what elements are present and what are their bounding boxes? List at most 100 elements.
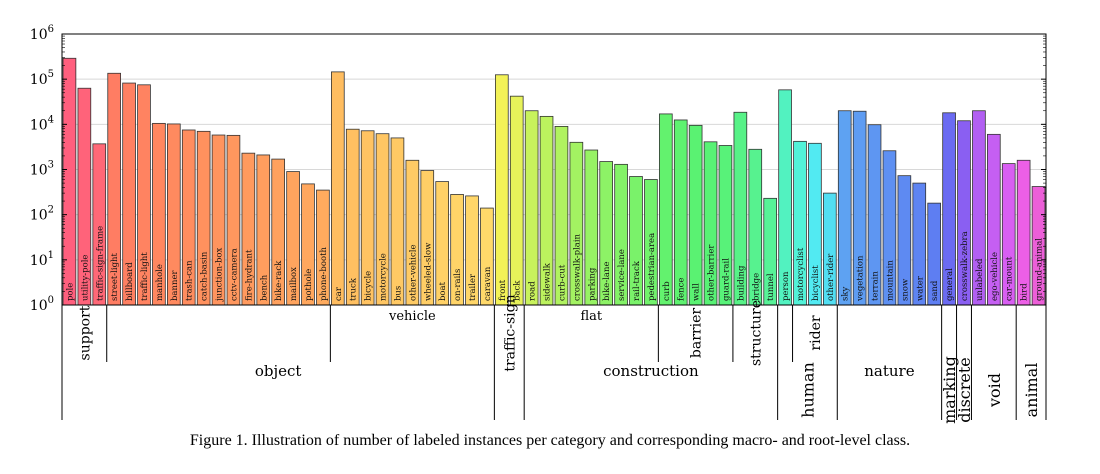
macro-group-label: traffic-sign [502,294,518,371]
root-group-label: human [798,362,817,418]
y-tick-label: 105 [30,69,54,88]
macro-group-label: structure [748,300,764,366]
bar-label: crosswalk-plain [572,233,582,301]
macro-group-label: barrier [689,308,705,358]
bar-label: fire-hydrant [244,249,254,301]
bar-label: traffic-sign-frame [95,226,105,301]
y-tick-label: 100 [30,295,54,314]
bar-wall [688,124,703,306]
root-group-label: object [255,362,302,380]
bar-label: manhole [155,264,165,301]
axes [61,33,1047,306]
macro-group-label: vehicle [388,309,436,324]
bar-car [331,71,345,306]
bar-label: mailbox [289,267,299,301]
plot-frame [61,33,1047,306]
bar-label: back [513,280,523,301]
bar-labels: pole utility-pole traffic-sign-frame street… [65,226,1044,302]
macro-group-label: rider [808,315,824,350]
group-brackets: support vehicle traffic-sign flat barrier str… [61,294,1047,424]
bar-label: car-mount [1005,256,1015,301]
bar-label: caravan [483,266,493,301]
bar-label: truck [349,277,359,301]
bar-label: pedestrian-area [647,233,657,301]
bar-front [495,74,509,306]
bar-label: billboard [125,262,135,301]
bar-label: banner [170,270,180,301]
bar-label: other-barrier [707,244,717,301]
bar-label: street-light [110,252,120,301]
bar-label: trailer [468,273,478,301]
bar-label: mountain [885,260,895,301]
bar-label: boat [438,281,448,301]
bar-label: bridge [751,273,761,301]
bar-label: bench [259,274,269,301]
y-tick-label: 102 [30,205,54,224]
bar-label: bus [393,286,403,301]
bar-label: other-vehicle [408,244,418,301]
bar-label: car [334,286,344,301]
root-group-label: marking [940,356,959,424]
bar-label: person [781,271,791,301]
bar-bird [1016,159,1031,306]
bar-label: front [498,279,508,301]
bar-label: road [528,281,538,301]
y-tick-label: 106 [30,24,54,43]
bar-label: sky [841,286,851,301]
bars [62,57,1046,306]
root-group-label: discrete [955,357,974,423]
bar-label: parking [587,267,597,301]
bar-label: terrain [871,271,881,301]
bar-label: fence [677,278,687,301]
bar-label: wheeled-slow [423,242,433,301]
bar-fence [673,119,688,306]
bar-label: ground-animal [1035,238,1045,301]
bar-curb [659,113,673,306]
bar-label: vegetation [856,255,866,302]
bar-label: junction-box [215,247,225,302]
bar-label: bicyclist [811,265,821,301]
bar-label: curb-cut [557,264,567,301]
bar-label: pole [65,283,75,301]
bar-label: general [945,268,955,301]
bar-label: water [915,275,925,301]
bar-label: bird [1020,283,1030,301]
bar-label: phone-booth [319,246,329,301]
bar-label: rail-track [632,260,642,301]
bar-label: catch-basin [200,251,210,301]
bar-back [509,95,524,306]
bar-label: bicycle [364,271,374,301]
bar-label: ego-vehicle [990,252,1000,301]
figure-caption: Figure 1. Illustration of number of labe… [189,432,911,449]
bar-chart: 100 101 102 103 104 105 106 pole utility-pole tr… [30,24,1047,424]
bar-label: pothole [304,269,314,301]
bar-label: service-lane [617,249,627,301]
macro-group-label: flat [580,309,602,324]
bar-label: sidewalk [543,262,553,301]
grid-lines [62,78,1046,261]
bar-label: crosswalk-zebra [960,231,970,301]
y-tick-label: 104 [30,114,54,133]
y-tick-label: 101 [30,250,54,269]
root-group-label: void [985,373,1004,408]
macro-group-label: support [77,305,93,360]
bar-label: wall [692,283,702,301]
bar-road [524,110,539,306]
y-tick-labels: 100 101 102 103 104 105 106 [30,24,54,314]
bar-label: curb [662,281,672,301]
bar-label: motorcycle [379,253,389,301]
bar-label: traffic-light [140,252,150,301]
bar-pole [62,57,77,306]
bar-label: sand [930,280,940,301]
bar-label: tunnel [766,273,776,301]
root-group-label: animal [1022,363,1041,418]
y-tick-label: 103 [30,160,54,179]
bar-label: utility-pole [80,255,90,301]
bar-label: guard-rail [721,258,731,301]
bar-label: unlabeled [975,258,985,301]
bar-label: bike-rack [274,260,284,301]
bar-sky [837,110,852,306]
bar-label: bike-lane [602,261,612,301]
bar-label: cctv-camera [229,248,239,301]
bar-label: on-rails [453,269,463,301]
